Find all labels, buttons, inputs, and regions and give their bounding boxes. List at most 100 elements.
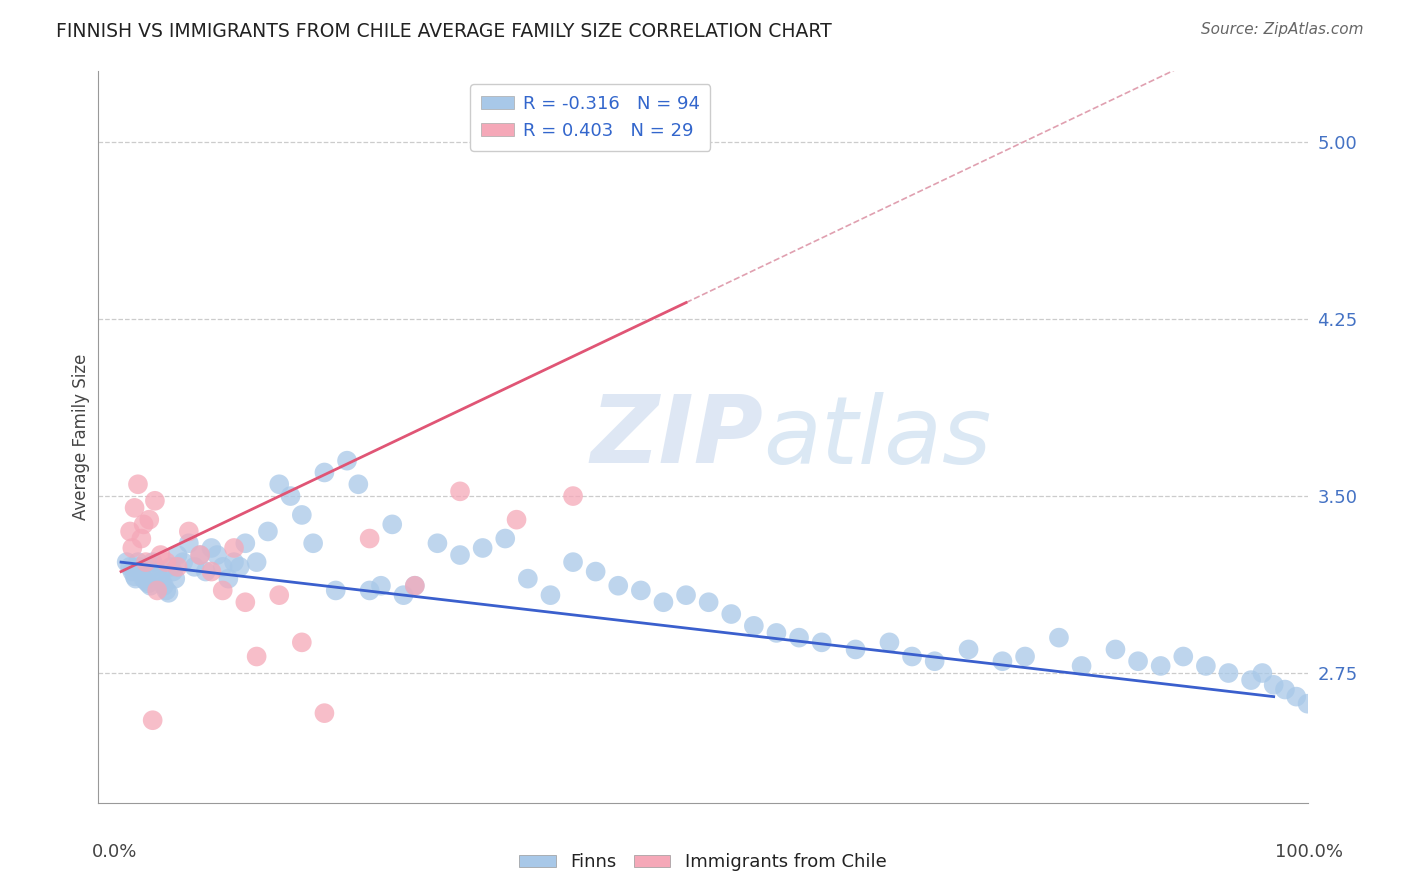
Point bbox=[1047, 631, 1070, 645]
Point bbox=[1240, 673, 1263, 687]
Point bbox=[1126, 654, 1149, 668]
Point bbox=[124, 569, 146, 583]
Point bbox=[205, 548, 228, 562]
Point bbox=[125, 572, 148, 586]
Point bbox=[127, 555, 149, 569]
Point bbox=[1308, 701, 1330, 715]
Point bbox=[426, 536, 449, 550]
Point bbox=[211, 583, 233, 598]
Point bbox=[155, 555, 177, 569]
Point bbox=[246, 649, 269, 664]
Point bbox=[314, 466, 336, 480]
Point bbox=[155, 583, 177, 598]
Point bbox=[172, 555, 194, 569]
Y-axis label: Average Family Size: Average Family Size bbox=[72, 354, 90, 520]
Point bbox=[302, 536, 325, 550]
Point bbox=[404, 579, 426, 593]
Point bbox=[188, 548, 211, 562]
Point bbox=[200, 541, 222, 555]
Point bbox=[291, 508, 314, 522]
Point bbox=[336, 453, 359, 467]
Point bbox=[269, 588, 291, 602]
Point bbox=[124, 500, 146, 515]
Point bbox=[562, 555, 585, 569]
Point bbox=[159, 559, 181, 574]
Point bbox=[246, 555, 269, 569]
Point bbox=[494, 532, 516, 546]
Point bbox=[1285, 690, 1308, 704]
Point bbox=[188, 548, 211, 562]
Point bbox=[359, 532, 381, 546]
Point bbox=[131, 565, 153, 579]
Point bbox=[381, 517, 404, 532]
Point bbox=[449, 484, 471, 499]
Text: 0.0%: 0.0% bbox=[91, 843, 136, 861]
Text: ZIP: ZIP bbox=[591, 391, 763, 483]
Point bbox=[1263, 678, 1285, 692]
Point bbox=[1341, 720, 1364, 734]
Point bbox=[200, 565, 222, 579]
Point bbox=[675, 588, 697, 602]
Point bbox=[810, 635, 832, 649]
Point bbox=[697, 595, 720, 609]
Point bbox=[115, 555, 138, 569]
Point bbox=[957, 642, 980, 657]
Point bbox=[1274, 682, 1296, 697]
Point bbox=[1251, 666, 1274, 681]
Point bbox=[146, 565, 169, 579]
Point bbox=[148, 572, 170, 586]
Point bbox=[135, 555, 157, 569]
Point bbox=[879, 635, 901, 649]
Point bbox=[131, 532, 153, 546]
Point bbox=[404, 579, 426, 593]
Point bbox=[135, 574, 157, 588]
Point bbox=[166, 548, 188, 562]
Point bbox=[138, 513, 160, 527]
Point bbox=[392, 588, 415, 602]
Point bbox=[177, 536, 200, 550]
Point bbox=[222, 555, 245, 569]
Point bbox=[1104, 642, 1126, 657]
Point bbox=[121, 565, 143, 579]
Point bbox=[211, 559, 233, 574]
Point bbox=[1195, 659, 1218, 673]
Point bbox=[120, 559, 142, 574]
Point bbox=[1319, 706, 1341, 720]
Legend: Finns, Immigrants from Chile: Finns, Immigrants from Chile bbox=[512, 847, 894, 879]
Point bbox=[157, 586, 180, 600]
Point bbox=[233, 536, 256, 550]
Point bbox=[143, 559, 166, 574]
Point bbox=[136, 576, 159, 591]
Point bbox=[585, 565, 607, 579]
Point bbox=[538, 588, 561, 602]
Point bbox=[1218, 666, 1240, 681]
Point bbox=[630, 583, 652, 598]
Point bbox=[162, 565, 184, 579]
Point bbox=[845, 642, 868, 657]
Point bbox=[314, 706, 336, 720]
Point bbox=[562, 489, 585, 503]
Point bbox=[132, 572, 155, 586]
Point bbox=[991, 654, 1014, 668]
Point bbox=[924, 654, 946, 668]
Point bbox=[222, 541, 245, 555]
Point bbox=[183, 559, 205, 574]
Point bbox=[127, 477, 149, 491]
Point bbox=[607, 579, 630, 593]
Point bbox=[194, 565, 217, 579]
Point bbox=[765, 626, 787, 640]
Point bbox=[121, 541, 143, 555]
Point bbox=[153, 579, 176, 593]
Point bbox=[449, 548, 471, 562]
Point bbox=[257, 524, 280, 539]
Point bbox=[150, 574, 173, 588]
Point bbox=[280, 489, 302, 503]
Point bbox=[166, 559, 188, 574]
Point bbox=[1173, 649, 1195, 664]
Point bbox=[720, 607, 742, 621]
Point bbox=[165, 572, 187, 586]
Legend: R = -0.316   N = 94, R = 0.403   N = 29: R = -0.316 N = 94, R = 0.403 N = 29 bbox=[470, 84, 710, 151]
Point bbox=[347, 477, 370, 491]
Point bbox=[471, 541, 494, 555]
Point bbox=[652, 595, 675, 609]
